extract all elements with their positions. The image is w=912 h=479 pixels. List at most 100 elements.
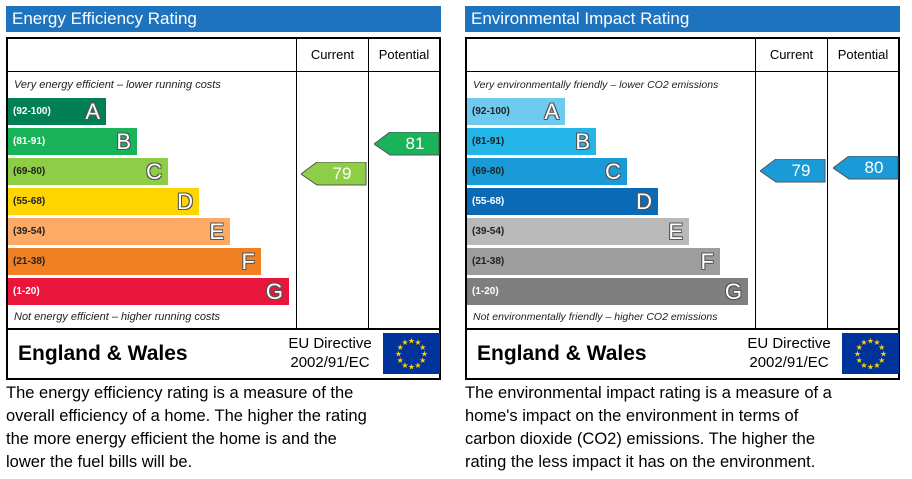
band-range-label: (39-54) (472, 226, 505, 237)
rating-band-c: (69-80) C (8, 158, 168, 185)
rating-band-f: (21-38) F (467, 248, 720, 275)
potential-column-header: Potential (837, 47, 889, 62)
eu-star-icon: ★ (419, 343, 426, 352)
band-range-label: (69-80) (472, 166, 505, 177)
band-letter: B (575, 129, 590, 154)
band-range-label: (1-20) (472, 286, 499, 297)
band-letter: A (85, 99, 100, 124)
current-column-header: Current (769, 47, 814, 62)
eu-directive: EU Directive 2002/91/EC (280, 334, 380, 372)
band-letter: D (177, 189, 193, 214)
eu-star-icon: ★ (397, 356, 404, 365)
eu-stars: ★ ★★★★★★★★★★★ (854, 337, 887, 372)
potential-column-header: Potential (378, 47, 430, 62)
footer: England & Wales EU Directive 2002/91/EC … (467, 330, 899, 378)
eu-star-icon: ★ (401, 338, 408, 347)
footer-divider (8, 328, 439, 330)
chart-title: Energy Efficiency Rating (6, 6, 441, 32)
footer-divider (467, 328, 898, 330)
potential-rating-arrow: 80 (833, 155, 899, 180)
footer: England & Wales EU Directive 2002/91/EC … (8, 330, 440, 378)
eu-directive-line1: EU Directive (288, 335, 372, 352)
current-rating-arrow: 79 (760, 158, 826, 183)
pointer-arrow-shape (301, 161, 367, 185)
rating-band-a: (92-100) A (467, 98, 565, 125)
top-note: Very energy efficient – lower running co… (14, 79, 221, 91)
band-letter: E (209, 219, 224, 244)
eu-star-icon: ★ (408, 363, 415, 372)
current-column-header: Current (310, 47, 355, 62)
eu-flag-icon: ★ ★ ★ ★ ★ ★ ★ ★ ★ ★ ★ ★ (842, 333, 899, 374)
rating-band-b: (81-91) B (467, 128, 596, 155)
eu-star-icon: ★ (860, 361, 867, 370)
band-letter: A (544, 99, 559, 124)
band-letter: C (605, 159, 621, 184)
eu-directive-line2: 2002/91/EC (290, 354, 370, 371)
eu-star-icon: ★ (854, 350, 861, 359)
header-divider (467, 71, 898, 72)
eu-star-icon: ★ (397, 343, 404, 352)
eu-star-icon: ★ (880, 350, 887, 359)
band-range-label: (21-38) (13, 256, 46, 267)
band-range-label: (39-54) (13, 226, 46, 237)
rating-band-f: (21-38) F (8, 248, 261, 275)
rating-table: Current Potential Very environmentally f… (465, 37, 900, 380)
region-label: England & Wales (477, 342, 647, 365)
band-range-label: (92-100) (472, 106, 510, 117)
column-divider (368, 39, 369, 328)
band-letter: G (265, 279, 283, 304)
eu-star-icon: ★ (419, 356, 426, 365)
region-label: England & Wales (18, 342, 188, 365)
eu-star-icon: ★ (867, 363, 874, 372)
pointer-arrow-polygon (760, 158, 826, 182)
current-rating-value: 79 (332, 163, 352, 183)
band-range-label: (1-20) (13, 286, 40, 297)
column-divider (296, 39, 297, 328)
band-letter: E (668, 219, 683, 244)
eu-star-icon: ★ (401, 361, 408, 370)
rating-band-c: (69-80) C (467, 158, 627, 185)
band-letter: G (724, 279, 742, 304)
column-divider (827, 39, 828, 328)
band-letter: D (636, 189, 652, 214)
eu-directive-line1: EU Directive (747, 335, 831, 352)
eu-star-icon: ★ (395, 350, 402, 359)
band-range-label: (69-80) (13, 166, 46, 177)
eu-star-icon: ★ (414, 361, 421, 370)
energy-efficiency-panel: Energy Efficiency Rating Current Potenti… (6, 6, 441, 479)
eu-star-icon: ★ (421, 350, 428, 359)
bottom-note: Not environmentally friendly – higher CO… (473, 311, 718, 323)
eu-star-icon: ★ (860, 338, 867, 347)
pointer-arrow-shape (760, 158, 826, 182)
band-letter: F (700, 249, 714, 274)
current-rating-arrow: 79 (301, 161, 367, 186)
eu-star-icon: ★ (873, 338, 880, 347)
bottom-note: Not energy efficient – higher running co… (14, 311, 221, 323)
rating-band-e: (39-54) E (467, 218, 689, 245)
current-rating-value: 79 (791, 160, 811, 180)
eu-star-icon: ★ (856, 356, 863, 365)
potential-rating-value: 80 (864, 157, 884, 177)
eu-directive-line2: 2002/91/EC (749, 354, 829, 371)
rating-band-g: (1-20) G (467, 278, 748, 305)
rating-band-e: (39-54) E (8, 218, 230, 245)
rating-band-d: (55-68) D (467, 188, 658, 215)
pointer-arrow-shape (833, 155, 899, 179)
pointer-arrow-polygon (301, 161, 367, 185)
band-range-label: (92-100) (13, 106, 51, 117)
band-range-label: (81-91) (13, 136, 46, 147)
eu-stars: ★ ★★★★★★★★★★★ (395, 337, 428, 372)
top-note: Very environmentally friendly – lower CO… (473, 79, 719, 91)
eu-star-icon: ★ (878, 356, 885, 365)
rating-band-a: (92-100) A (8, 98, 106, 125)
pointer-arrow-polygon (374, 131, 440, 155)
eu-star-icon: ★ (856, 343, 863, 352)
eu-star-icon: ★ (873, 361, 880, 370)
potential-rating-arrow: 81 (374, 131, 440, 156)
environmental-impact-panel: Environmental Impact Rating Current Pote… (465, 6, 900, 479)
rating-band-b: (81-91) B (8, 128, 137, 155)
band-letter: F (241, 249, 255, 274)
pointer-arrow-polygon (833, 155, 899, 179)
column-divider (755, 39, 756, 328)
band-range-label: (55-68) (13, 196, 46, 207)
